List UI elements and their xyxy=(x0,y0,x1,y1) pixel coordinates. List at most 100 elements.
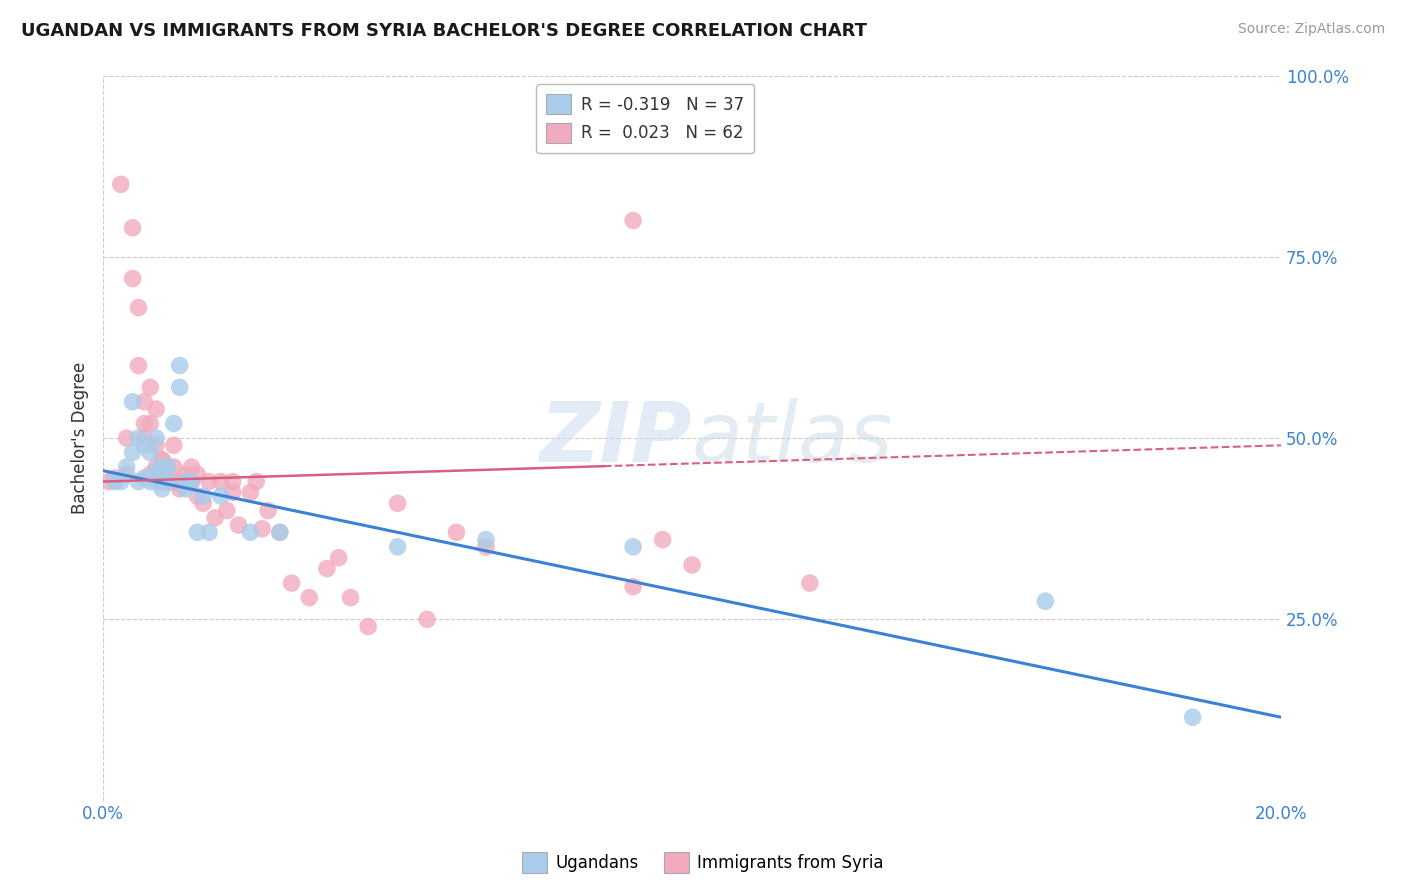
Point xyxy=(621,580,644,594)
Point xyxy=(150,482,173,496)
Point xyxy=(110,178,132,192)
Point xyxy=(387,496,409,510)
Point xyxy=(121,271,143,285)
Point xyxy=(163,460,186,475)
Point xyxy=(198,475,221,489)
Point xyxy=(221,485,243,500)
Text: ZIP: ZIP xyxy=(540,398,692,479)
Point xyxy=(150,475,173,489)
Point xyxy=(110,475,132,489)
Point xyxy=(156,475,179,489)
Point xyxy=(446,525,468,540)
Point xyxy=(621,540,644,554)
Legend: R = -0.319   N = 37, R =  0.023   N = 62: R = -0.319 N = 37, R = 0.023 N = 62 xyxy=(536,84,754,153)
Point xyxy=(269,525,291,540)
Point xyxy=(104,471,127,485)
Point xyxy=(193,489,215,503)
Point xyxy=(174,475,197,489)
Point xyxy=(156,475,179,489)
Point xyxy=(186,525,208,540)
Point xyxy=(651,533,673,547)
Y-axis label: Bachelor's Degree: Bachelor's Degree xyxy=(72,362,89,514)
Point xyxy=(134,471,156,485)
Point xyxy=(169,475,191,489)
Point xyxy=(298,591,321,605)
Point xyxy=(193,496,215,510)
Point xyxy=(134,431,156,445)
Point xyxy=(387,540,409,554)
Point xyxy=(127,431,149,445)
Point xyxy=(139,475,162,489)
Point xyxy=(121,445,143,459)
Point xyxy=(475,533,498,547)
Point xyxy=(180,475,202,489)
Point xyxy=(316,561,339,575)
Point xyxy=(134,438,156,452)
Point xyxy=(681,558,703,572)
Point xyxy=(156,460,179,475)
Point xyxy=(328,550,350,565)
Point xyxy=(186,467,208,482)
Point xyxy=(475,540,498,554)
Point xyxy=(115,460,138,475)
Point xyxy=(139,380,162,394)
Point xyxy=(204,511,226,525)
Point xyxy=(180,475,202,489)
Point xyxy=(145,431,167,445)
Point xyxy=(174,467,197,482)
Point xyxy=(621,213,644,227)
Point xyxy=(163,475,186,489)
Point xyxy=(257,503,280,517)
Point xyxy=(156,460,179,475)
Point xyxy=(198,525,221,540)
Point xyxy=(221,475,243,489)
Text: atlas: atlas xyxy=(692,398,894,479)
Point xyxy=(416,612,439,626)
Point xyxy=(127,301,149,315)
Point xyxy=(169,482,191,496)
Point xyxy=(145,402,167,417)
Point xyxy=(98,475,121,489)
Point xyxy=(145,460,167,475)
Point xyxy=(134,417,156,431)
Legend: Ugandans, Immigrants from Syria: Ugandans, Immigrants from Syria xyxy=(516,846,890,880)
Point xyxy=(145,475,167,489)
Point xyxy=(115,467,138,482)
Point xyxy=(169,359,191,373)
Text: Source: ZipAtlas.com: Source: ZipAtlas.com xyxy=(1237,22,1385,37)
Point xyxy=(139,417,162,431)
Point xyxy=(145,438,167,452)
Point xyxy=(145,464,167,478)
Point xyxy=(1181,710,1204,724)
Point xyxy=(228,518,250,533)
Point xyxy=(134,394,156,409)
Point xyxy=(209,489,232,503)
Point xyxy=(115,431,138,445)
Point xyxy=(1035,594,1057,608)
Point xyxy=(150,467,173,482)
Point xyxy=(150,475,173,489)
Point xyxy=(121,220,143,235)
Point xyxy=(150,460,173,475)
Point xyxy=(169,380,191,394)
Point xyxy=(339,591,361,605)
Point xyxy=(269,525,291,540)
Point xyxy=(174,482,197,496)
Point xyxy=(280,576,302,591)
Point xyxy=(121,394,143,409)
Point xyxy=(127,475,149,489)
Point xyxy=(245,475,267,489)
Text: UGANDAN VS IMMIGRANTS FROM SYRIA BACHELOR'S DEGREE CORRELATION CHART: UGANDAN VS IMMIGRANTS FROM SYRIA BACHELO… xyxy=(21,22,868,40)
Point xyxy=(139,467,162,482)
Point xyxy=(239,525,262,540)
Point xyxy=(799,576,821,591)
Point xyxy=(186,489,208,503)
Point xyxy=(104,475,127,489)
Point xyxy=(180,460,202,475)
Point xyxy=(127,359,149,373)
Point xyxy=(174,475,197,489)
Point xyxy=(150,452,173,467)
Point xyxy=(139,445,162,459)
Point xyxy=(163,438,186,452)
Point xyxy=(209,475,232,489)
